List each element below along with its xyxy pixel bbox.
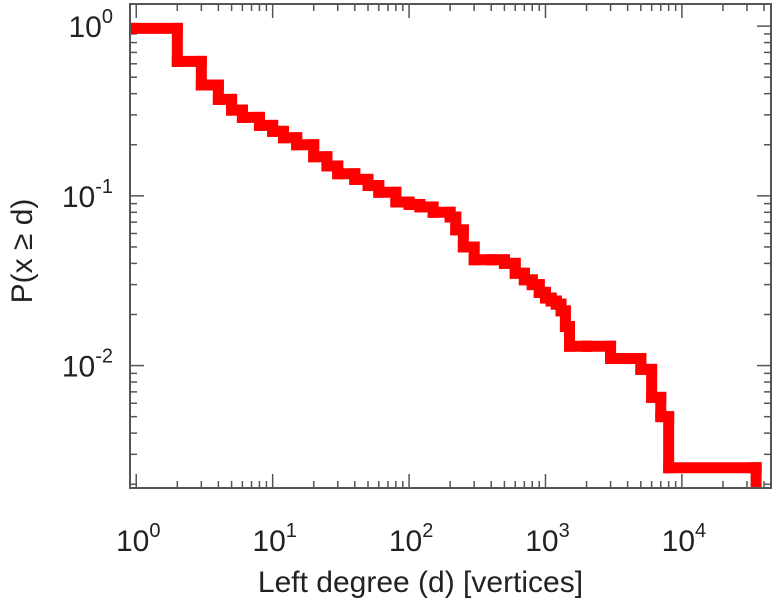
series-layer <box>130 22 762 488</box>
x-tick-label: 100 <box>116 520 161 558</box>
x-tick-label: 102 <box>389 520 434 558</box>
y-tick-label: 10-1 <box>62 176 113 214</box>
major-ticks <box>130 4 771 488</box>
x-axis-label: Left degree (d) [vertices] <box>258 566 583 599</box>
y-tick-label: 10-2 <box>62 346 113 384</box>
minor-ticks <box>129 4 771 488</box>
plot-frame <box>129 3 772 489</box>
y-axis-label: P(x ≥ d) <box>6 199 39 304</box>
y-tick-label: 100 <box>69 6 114 44</box>
tick-labels: 100 101 102 103 104 100 10-1 10-2 <box>62 6 706 558</box>
x-tick-label: 104 <box>662 520 707 558</box>
x-tick-label: 103 <box>525 520 570 558</box>
x-tick-label: 101 <box>252 520 297 558</box>
